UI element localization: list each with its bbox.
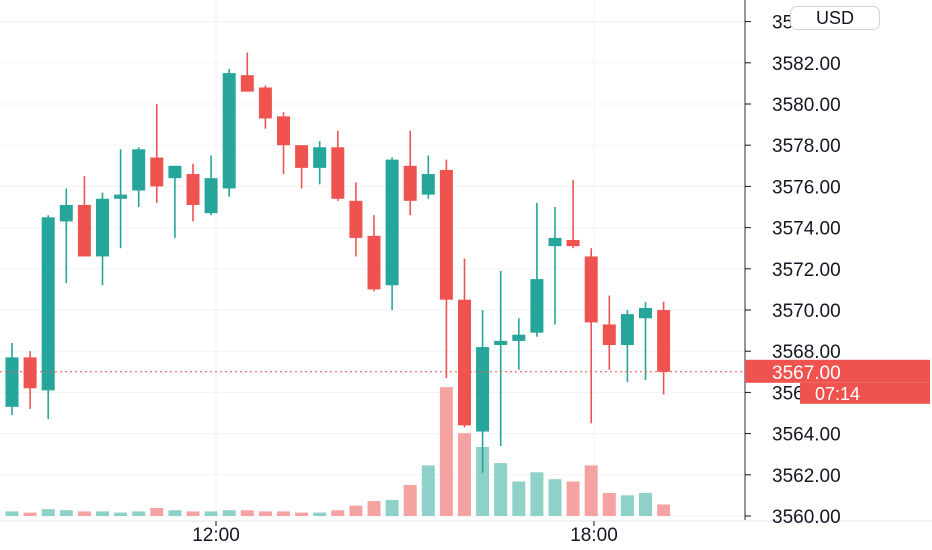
volume-bar: [657, 504, 671, 516]
volume-bar: [639, 493, 652, 516]
last-price-box: [745, 359, 930, 383]
candle-body: [222, 73, 236, 189]
price-tick-label: 3582.00: [772, 54, 841, 75]
time-axis[interactable]: 12:00 18:00: [192, 521, 618, 546]
price-tick-label: 3576.00: [772, 177, 841, 198]
candle-body: [41, 217, 55, 391]
countdown-box: [800, 382, 930, 404]
volume-bar: [222, 510, 236, 516]
price-tick-label: 3578.00: [772, 136, 841, 157]
volume-bar: [77, 511, 91, 516]
candle-body: [5, 357, 19, 407]
volume-bar: [96, 511, 109, 516]
candle-body: [77, 204, 91, 257]
last-price-text: 3567.00: [772, 363, 841, 384]
volume-bars: [5, 387, 671, 516]
candle-body: [349, 200, 363, 238]
candle-body: [150, 157, 164, 187]
price-tick-label: 3568.00: [772, 342, 841, 363]
candle-body: [512, 334, 526, 341]
candle-body: [403, 165, 417, 201]
candle-body: [548, 237, 562, 247]
volume-bar: [367, 501, 381, 516]
candle-body: [620, 314, 634, 346]
volume-bar: [168, 510, 182, 516]
price-tick-label: 3562.00: [772, 466, 841, 487]
volume-bar: [530, 472, 544, 516]
volume-bar: [349, 505, 363, 516]
candle-body: [96, 198, 109, 257]
volume-bar: [204, 511, 218, 516]
volume-bar: [114, 512, 128, 516]
volume-bar: [313, 512, 327, 516]
candle-body: [530, 279, 544, 333]
volume-bar: [439, 387, 453, 516]
candle-body: [584, 256, 598, 323]
candle-body: [313, 147, 327, 168]
volume-bar: [602, 493, 616, 516]
volume-bar: [476, 447, 490, 516]
candle-body: [204, 178, 218, 214]
currency-button[interactable]: USD: [790, 6, 880, 30]
volume-bar: [331, 510, 345, 516]
candle-body: [168, 165, 182, 179]
candle-body: [439, 169, 453, 300]
candle-body: [240, 75, 254, 92]
price-tick-label: 3580.00: [772, 95, 841, 116]
candle-body: [421, 174, 435, 195]
volume-bar: [403, 484, 417, 516]
volume-bar: [548, 479, 562, 516]
volume-bar: [295, 512, 309, 516]
volume-bar: [385, 499, 399, 516]
candle-body: [657, 310, 671, 372]
volume-bar: [458, 433, 471, 516]
volume-bar: [277, 511, 290, 516]
candle-body: [367, 235, 381, 290]
candles: [5, 52, 671, 473]
candle-body: [385, 159, 399, 286]
volume-bar: [240, 510, 254, 516]
volume-bar: [494, 463, 508, 516]
price-tick-label: 3570.00: [772, 301, 841, 322]
candle-body: [602, 324, 616, 346]
volume-bar: [512, 481, 526, 516]
time-tick-label: 18:00: [570, 525, 618, 546]
volume-bar: [566, 481, 580, 516]
price-tick-label: 3574.00: [772, 219, 841, 240]
volume-bar: [5, 511, 19, 516]
price-tick-label: 3560.00: [772, 507, 841, 528]
candle-body: [59, 204, 73, 222]
candle-body: [258, 87, 272, 119]
grid-lines: [0, 0, 932, 522]
candle-body: [566, 239, 580, 247]
candle-body: [331, 147, 345, 199]
candle-body: [639, 307, 652, 319]
volume-bar: [150, 507, 164, 516]
time-tick-label: 12:00: [192, 525, 240, 546]
volume-bar: [132, 511, 146, 516]
candle-body: [476, 347, 490, 432]
volume-bar: [186, 511, 200, 516]
candle-body: [277, 116, 290, 146]
volume-bar: [41, 509, 55, 516]
candle-body: [114, 194, 128, 199]
volume-bar: [584, 465, 598, 516]
candle-body: [132, 149, 146, 191]
price-tick-label: 3572.00: [772, 260, 841, 281]
price-axis[interactable]: 3560.003562.003564.003566.003568.003570.…: [745, 13, 841, 528]
candle-body: [494, 340, 508, 346]
volume-bar: [421, 465, 435, 516]
candle-body: [458, 299, 471, 426]
volume-bar: [620, 495, 634, 516]
volume-bar: [258, 511, 272, 516]
price-tick-label: 3564.00: [772, 425, 841, 446]
candle-body: [23, 357, 37, 389]
volume-bar: [59, 510, 73, 516]
candle-body: [295, 145, 309, 168]
candle-body: [186, 174, 200, 205]
last-price-label: 3567.00 07:14: [745, 359, 930, 404]
countdown-text: 07:14: [815, 384, 860, 404]
volume-bar: [23, 512, 37, 516]
